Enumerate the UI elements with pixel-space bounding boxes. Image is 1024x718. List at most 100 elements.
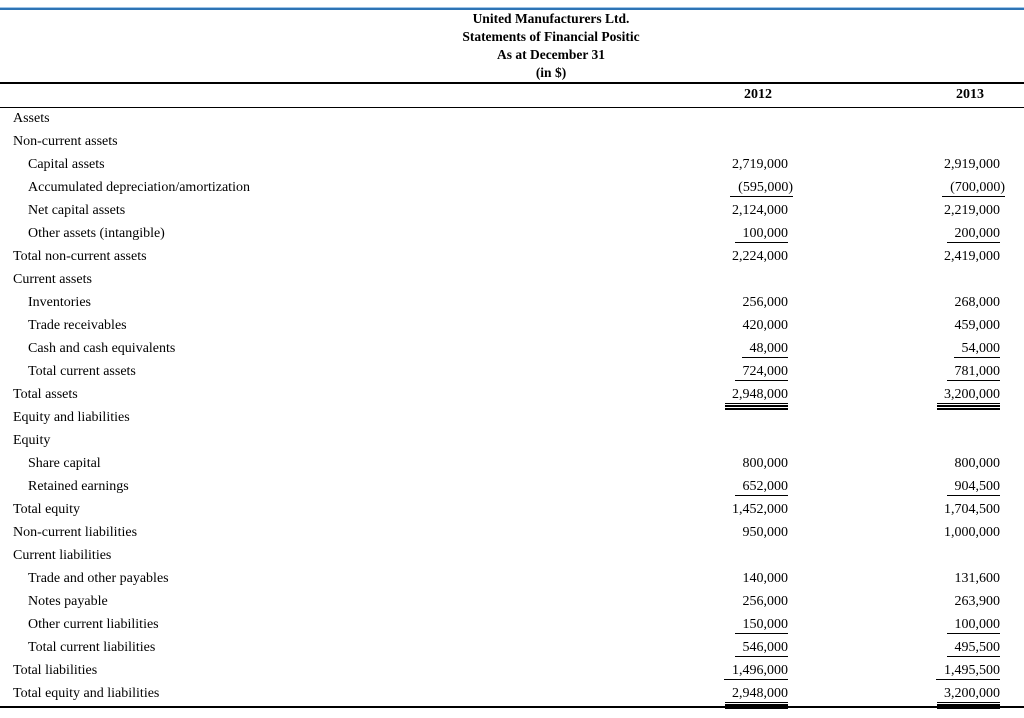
value-cell-2012: 420,000: [558, 318, 789, 334]
amount: 131,600: [954, 571, 1001, 586]
value-cell-2013: 200,000: [788, 226, 1000, 243]
value-cell-2013: 131,600: [788, 571, 1001, 587]
value-cell-2012: 1,452,000: [558, 502, 788, 518]
row-label: Notes payable: [28, 594, 108, 609]
row-label: Other current liabilities: [28, 617, 159, 632]
amount: 724,000: [734, 364, 788, 381]
table-row: Total liabilities 1,496,000 1,495,500: [0, 660, 1024, 683]
amount: 54,000: [953, 341, 1000, 358]
value-cell-2012: 2,948,000: [558, 686, 788, 709]
amount: 200,000: [946, 226, 1000, 243]
row-label: Total current liabilities: [28, 640, 156, 655]
amount: 2,124,000: [732, 203, 788, 218]
value-cell-2012: (595,000): [558, 180, 793, 197]
row-label: Accumulated depreciation/amortization: [28, 180, 250, 195]
row-label: Non-current liabilities: [13, 525, 138, 540]
column-header-row: 2012 2013: [0, 84, 1024, 107]
table-row: Equity and liabilities: [0, 407, 1024, 430]
row-label: Total liabilities: [13, 663, 98, 678]
amount: 2,948,000: [725, 686, 788, 709]
row-label: Total equity and liabilities: [13, 686, 160, 701]
table-row: Retained earnings 652,000 904,500: [0, 476, 1024, 499]
value-cell-2013: 904,500: [788, 479, 1000, 496]
amount: 1,452,000: [732, 502, 788, 517]
table-row: Trade and other payables 140,000 131,600: [0, 568, 1024, 591]
amount: 1,000,000: [944, 525, 1000, 540]
statement-title-block: United Manufacturers Ltd. Statements of …: [0, 10, 1024, 82]
value-cell-2012: 546,000: [558, 640, 788, 657]
value-cell-2013: 459,000: [788, 318, 1001, 334]
value-cell-2012: 150,000: [558, 617, 788, 634]
amount: 459,000: [954, 318, 1001, 333]
value-cell-2013: 100,000: [788, 617, 1000, 634]
value-cell-2012: 2,124,000: [558, 203, 788, 219]
amount: (595,000): [730, 180, 793, 197]
value-cell-2013: 1,704,500: [788, 502, 1000, 518]
table-row: Trade receivables 420,000 459,000: [0, 315, 1024, 338]
amount: 100,000: [946, 617, 1000, 634]
amount: 904,500: [946, 479, 1000, 496]
amount: 2,419,000: [944, 249, 1000, 264]
statement-title: Statements of Financial Positic: [462, 29, 640, 44]
amount: 1,704,500: [944, 502, 1000, 517]
column-header-2012: 2012: [744, 87, 772, 103]
financial-statement-page: United Manufacturers Ltd. Statements of …: [0, 7, 1024, 709]
table-row: Capital assets 2,719,000 2,919,000: [0, 154, 1024, 177]
column-header-2013: 2013: [956, 87, 984, 103]
statement-units: (in $): [535, 65, 567, 80]
table-row: Assets: [0, 108, 1024, 131]
row-label: Trade receivables: [28, 318, 127, 333]
value-cell-2013: 2,219,000: [788, 203, 1000, 219]
table-row: Inventories 256,000 268,000: [0, 292, 1024, 315]
amount: 950,000: [742, 525, 789, 540]
rule-below-header: [0, 106, 1024, 108]
amount: 546,000: [734, 640, 788, 657]
value-cell-2012: 724,000: [558, 364, 788, 381]
amount: 781,000: [946, 364, 1000, 381]
row-label: Trade and other payables: [28, 571, 169, 586]
table-row: Total current assets 724,000 781,000: [0, 361, 1024, 384]
value-cell-2012: 800,000: [558, 456, 789, 472]
amount: 495,500: [946, 640, 1000, 657]
value-cell-2013: 54,000: [788, 341, 1000, 358]
amount: 2,948,000: [725, 387, 788, 410]
row-label: Capital assets: [28, 157, 105, 172]
value-cell-2012: 2,719,000: [558, 157, 788, 173]
amount: 652,000: [734, 479, 788, 496]
value-cell-2012: 100,000: [558, 226, 788, 243]
amount: 3,200,000: [937, 387, 1000, 410]
row-label: Other assets (intangible): [28, 226, 165, 241]
value-cell-2012: 256,000: [558, 594, 789, 610]
value-cell-2012: 48,000: [558, 341, 788, 358]
table-row: Net capital assets 2,124,000 2,219,000: [0, 200, 1024, 223]
value-cell-2013: 495,500: [788, 640, 1000, 657]
row-label: Non-current assets: [13, 134, 118, 149]
amount: 268,000: [954, 295, 1001, 310]
value-cell-2013: 800,000: [788, 456, 1001, 472]
table-row: Non-current assets: [0, 131, 1024, 154]
amount: 100,000: [734, 226, 788, 243]
value-cell-2013: (700,000): [788, 180, 1005, 197]
amount: 256,000: [742, 295, 789, 310]
table-row: Notes payable 256,000 263,900: [0, 591, 1024, 614]
value-cell-2012: 256,000: [558, 295, 789, 311]
table-row: Cash and cash equivalents 48,000 54,000: [0, 338, 1024, 361]
row-label: Equity: [13, 433, 51, 448]
row-label: Equity and liabilities: [13, 410, 130, 425]
row-label: Share capital: [28, 456, 101, 471]
row-label: Total equity: [13, 502, 81, 517]
value-cell-2013: 781,000: [788, 364, 1000, 381]
amount: 48,000: [741, 341, 788, 358]
amount: 1,495,500: [936, 663, 1000, 680]
amount: 2,919,000: [944, 157, 1000, 172]
table-row: Non-current liabilities 950,000 1,000,000: [0, 522, 1024, 545]
value-cell-2013: 263,900: [788, 594, 1001, 610]
value-cell-2012: 2,224,000: [558, 249, 788, 265]
top-blue-divider: [0, 7, 1024, 10]
amount: 2,219,000: [944, 203, 1000, 218]
row-label: Total non-current assets: [13, 249, 147, 264]
row-label: Current liabilities: [13, 548, 112, 563]
amount: 256,000: [742, 594, 789, 609]
amount: 800,000: [954, 456, 1001, 471]
amount: 3,200,000: [937, 686, 1000, 709]
